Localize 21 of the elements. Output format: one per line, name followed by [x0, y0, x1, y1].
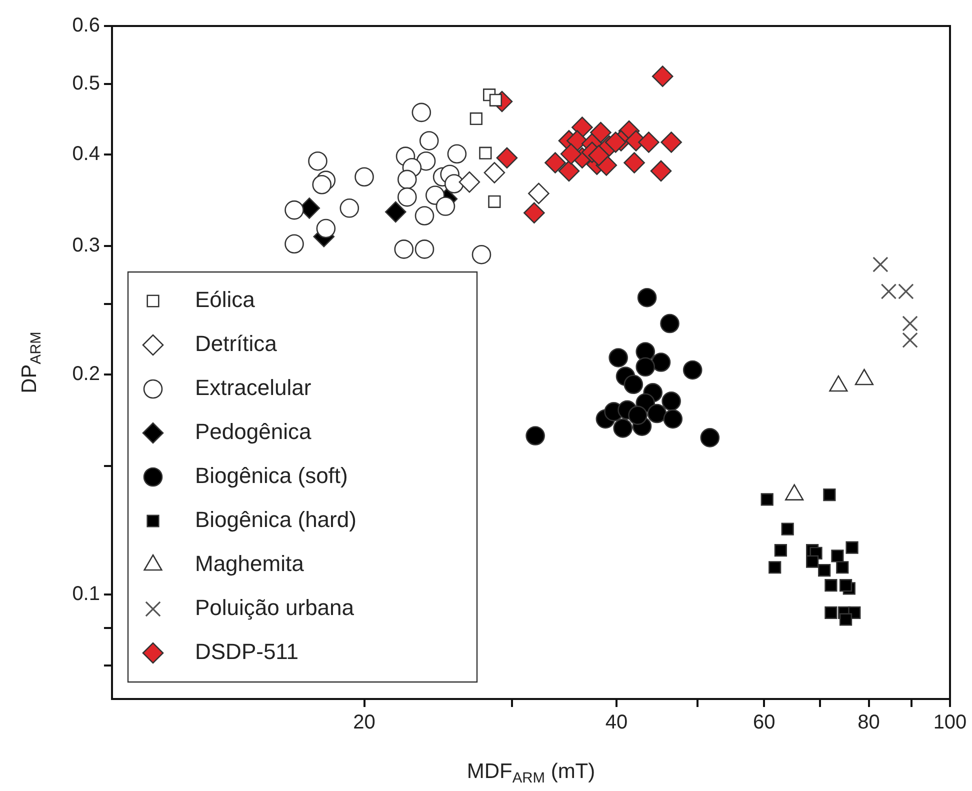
legend-label: Detrítica — [195, 331, 278, 356]
x-tick-label: 100 — [933, 712, 967, 734]
y-tick-label: 0.1 — [72, 583, 100, 606]
legend-label: Pedogênica — [195, 419, 312, 444]
y-tick-label: 0.3 — [72, 234, 100, 257]
y-tick-label: 0.2 — [72, 363, 100, 386]
legend-label: Eólica — [195, 287, 256, 312]
legend-label: Poluição urbana — [195, 595, 355, 620]
legend-label: Extracelular — [195, 375, 312, 400]
y-tick-label: 0.6 — [72, 14, 100, 37]
legend-label: Biogênica (hard) — [195, 507, 356, 532]
legend-label: Maghemita — [195, 551, 305, 576]
y-tick-label: 0.5 — [72, 72, 100, 94]
x-tick-label: 60 — [752, 712, 776, 734]
x-tick-label: 80 — [858, 712, 880, 734]
x-tick-label: 40 — [605, 712, 628, 734]
legend-label: DSDP-511 — [195, 639, 299, 664]
y-axis-title: DPARM — [18, 332, 44, 394]
x-tick-label: 20 — [353, 712, 376, 734]
legend-label: Biogênica (soft) — [195, 463, 348, 488]
y-tick-label: 0.4 — [72, 143, 100, 166]
